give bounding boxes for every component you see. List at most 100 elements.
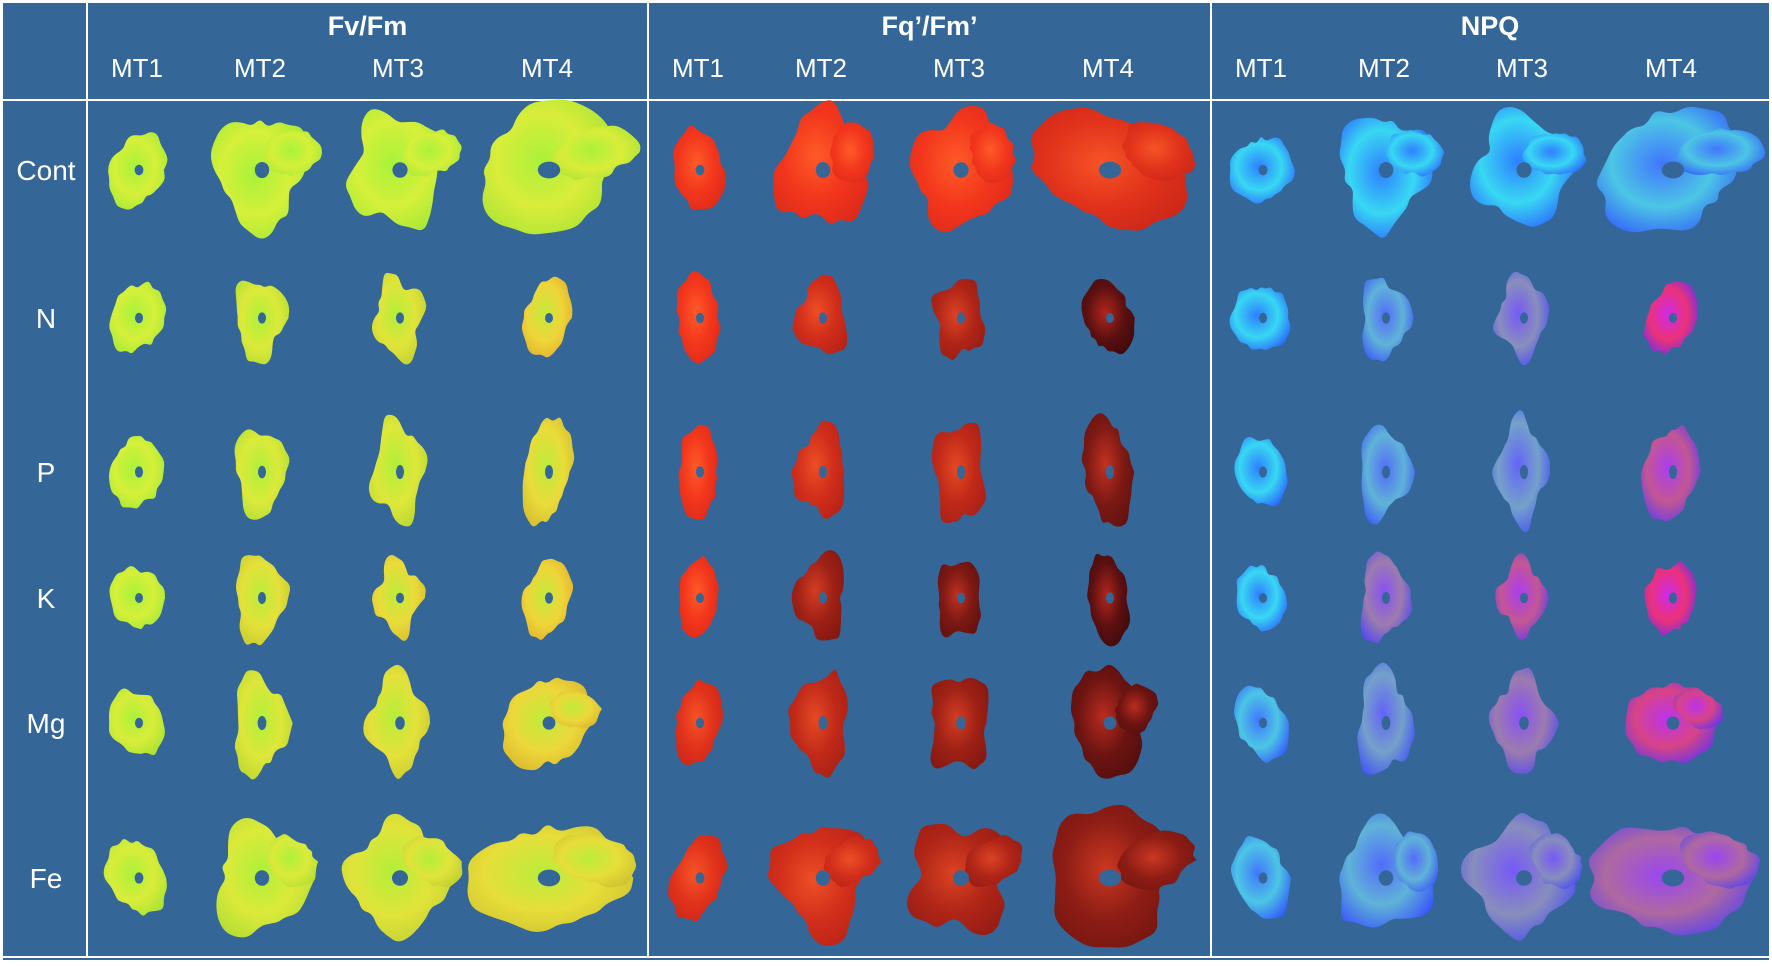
leaf-stem-gap (1382, 312, 1390, 324)
leaf-image (1230, 836, 1291, 919)
leaf-shape (551, 125, 641, 181)
leaf-shape (1673, 687, 1723, 730)
leaf-stem-gap (1669, 592, 1677, 604)
leaf-image (1236, 564, 1288, 632)
leaf-stem-gap (696, 717, 704, 729)
leaf-stem-gap (1378, 870, 1394, 886)
leaf-image (931, 279, 986, 360)
leaf-image (1234, 685, 1289, 763)
leaf-stem-gap (1258, 164, 1268, 176)
leaf-image (368, 414, 428, 527)
leaf-image (103, 839, 167, 916)
leaf-shape (1679, 831, 1760, 889)
group-title: Fq’/Fm’ (882, 11, 978, 41)
leaf-image (235, 280, 290, 365)
row-label: P (37, 457, 56, 488)
leaf-shape (823, 836, 882, 887)
leaf-stem-gap (135, 593, 143, 603)
column-header: MT4 (521, 53, 573, 83)
leaf-stem-gap (392, 870, 408, 886)
leaf-shape (552, 834, 637, 888)
row-label: Fe (30, 863, 63, 894)
leaf-image (1360, 551, 1413, 644)
leaf-stem-gap (537, 161, 561, 179)
column-header: MT2 (234, 53, 286, 83)
leaf-stem-gap (134, 164, 144, 176)
leaf-image (1492, 271, 1550, 366)
leaf-image (1070, 664, 1159, 779)
column-header: MT4 (1082, 53, 1134, 83)
leaf-stem-gap (1516, 870, 1532, 886)
leaf-shape (791, 420, 845, 519)
leaf-stem-gap (135, 312, 143, 324)
leaf-image (909, 106, 1016, 233)
leaf-image (1357, 662, 1415, 775)
leaf-stem-gap (1520, 592, 1528, 604)
leaf-image (341, 813, 463, 942)
leaf-image (109, 281, 167, 354)
leaf-stem-gap (257, 716, 267, 730)
leaf-image (1052, 804, 1197, 948)
leaf-stem-gap (1378, 161, 1394, 179)
leaf-image (1229, 287, 1291, 350)
leaf-stem-gap (545, 465, 553, 479)
leaf-stem-gap (1103, 716, 1117, 730)
column-header: MT4 (1645, 53, 1697, 83)
leaf-image (937, 561, 981, 638)
leaf-stem-gap (819, 592, 827, 604)
leaf-image (521, 558, 574, 640)
leaf-image (216, 817, 319, 938)
leaf-image (109, 566, 165, 630)
leaf-stem-gap (1519, 716, 1529, 730)
leaf-image (210, 120, 323, 239)
column-header: MT3 (1496, 53, 1548, 83)
leaf-stem-gap (1259, 593, 1267, 603)
leaf-image (1588, 826, 1760, 936)
leaf-stem-gap (696, 593, 704, 603)
leaf-image (467, 825, 637, 932)
leaf-shape (969, 122, 1016, 184)
leaf-stem-gap (819, 465, 827, 479)
leaf-stem-gap (957, 465, 965, 479)
leaf-image (1643, 281, 1698, 355)
leaf-stem-gap (696, 312, 704, 324)
leaf-image (371, 272, 427, 365)
leaf-stem-gap (1258, 872, 1268, 884)
leaf-image (502, 677, 602, 771)
leaf-image (236, 555, 291, 646)
leaf-image (767, 826, 882, 946)
leaf-image (1361, 424, 1416, 525)
leaf-shape (402, 129, 462, 177)
leaf-stem-gap (819, 312, 827, 324)
leaf-shape (1528, 833, 1583, 890)
leaf-image (1081, 279, 1135, 355)
leaf-image (1339, 117, 1445, 238)
leaf-shape (1522, 133, 1587, 175)
leaf-stem-gap (396, 312, 404, 324)
leaf-image (1234, 437, 1288, 507)
group-title: Fv/Fm (328, 11, 408, 41)
leaf-image (791, 550, 844, 641)
leaf-stem-gap (1516, 162, 1532, 178)
leaf-image (930, 677, 989, 770)
leaf-shape (1385, 129, 1445, 177)
leaf-stem-gap (396, 465, 404, 479)
leaf-stem-gap (135, 717, 143, 729)
grid-lines (3, 3, 1769, 958)
leaf-image (1087, 553, 1131, 647)
leaf-image (108, 435, 165, 509)
leaf-image (678, 424, 718, 520)
leaf-image (1460, 813, 1583, 941)
leaf-stem-gap (957, 312, 965, 324)
leaf-image (234, 670, 293, 780)
column-header: MT3 (372, 53, 424, 83)
leaf-stem-gap (818, 716, 828, 730)
leaf-shape (1115, 683, 1159, 735)
leaf-stem-gap (1106, 313, 1114, 323)
leaf-stem-gap (1259, 312, 1267, 324)
column-header: MT3 (933, 53, 985, 83)
row-label: N (36, 303, 56, 334)
leaf-shape (964, 835, 1023, 888)
leaf-image (522, 417, 575, 527)
leaf-stem-gap (953, 870, 969, 886)
